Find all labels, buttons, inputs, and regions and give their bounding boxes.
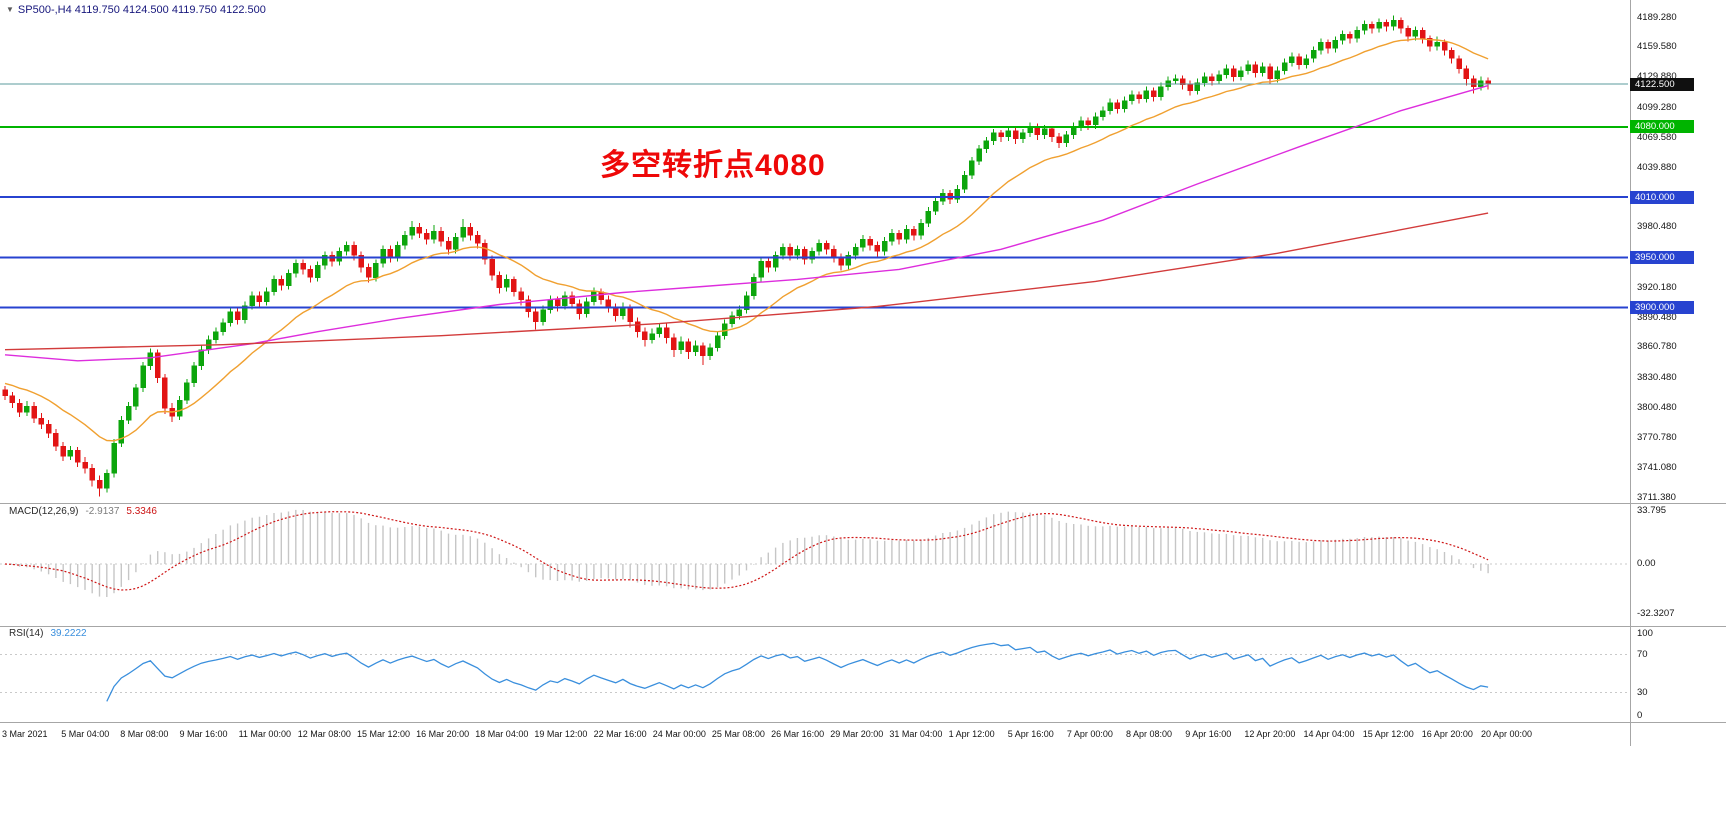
price-tick-label: 3800.480 bbox=[1637, 402, 1677, 413]
symbol-info: ▼ SP500-,H4 4119.750 4124.500 4119.750 41… bbox=[6, 4, 266, 16]
time-tick-label: 12 Mar 08:00 bbox=[297, 729, 351, 739]
time-tick-label: 15 Apr 12:00 bbox=[1362, 729, 1414, 739]
rsi-value: 39.2222 bbox=[50, 628, 87, 639]
current-price-badge: 4122.500 bbox=[1630, 77, 1694, 91]
rsi-indicator-label: RSI(14) 39.2222 bbox=[9, 628, 87, 639]
time-tick-label: 16 Apr 20:00 bbox=[1421, 729, 1473, 739]
time-tick-label: 12 Apr 20:00 bbox=[1244, 729, 1296, 739]
time-tick-label: 9 Apr 16:00 bbox=[1185, 729, 1232, 739]
time-tick-label: 24 Mar 00:00 bbox=[652, 729, 706, 739]
macd-axis-max-label: 33.795 bbox=[1637, 505, 1667, 516]
time-tick-label: 5 Apr 16:00 bbox=[1007, 729, 1054, 739]
price-tick-label: 3741.080 bbox=[1637, 461, 1677, 473]
pane-separators bbox=[0, 0, 1726, 746]
ma-slow-red[interactable] bbox=[4, 212, 1489, 351]
price-tick-label: 3890.480 bbox=[1637, 311, 1677, 323]
rsi-axis-0-label: 0 bbox=[1637, 710, 1643, 721]
time-tick-label: 7 Apr 00:00 bbox=[1066, 729, 1113, 739]
price-tick-label: 3770.780 bbox=[1637, 431, 1677, 443]
time-tick-label: 20 Apr 00:00 bbox=[1481, 729, 1533, 739]
macd-signal-line[interactable] bbox=[4, 511, 1489, 591]
rsi-axis-100-label: 100 bbox=[1637, 628, 1653, 639]
candles[interactable] bbox=[2, 15, 1491, 497]
rsi-name: RSI(14) bbox=[9, 628, 44, 639]
time-tick-label: 9 Mar 16:00 bbox=[179, 729, 228, 739]
level-3900-badge: 3900.000 bbox=[1630, 301, 1694, 314]
time-tick-label: 11 Mar 00:00 bbox=[238, 729, 291, 739]
time-tick-label: 26 Mar 16:00 bbox=[771, 729, 825, 739]
time-tick-label: 19 Mar 12:00 bbox=[534, 729, 588, 739]
time-tick-label: 29 Mar 20:00 bbox=[830, 729, 884, 739]
macd-indicator-label: MACD(12,26,9) -2.9137 5.3346 bbox=[9, 506, 157, 517]
time-tick-label: 31 Mar 04:00 bbox=[889, 729, 943, 739]
macd-main-value: -2.9137 bbox=[85, 506, 120, 517]
macd-axis-min-label: -32.3207 bbox=[1637, 608, 1675, 619]
macd-histogram[interactable] bbox=[4, 509, 1489, 597]
ma-fast-orange[interactable] bbox=[4, 38, 1489, 442]
price-tick-label: 3830.480 bbox=[1637, 371, 1677, 383]
time-tick-label: 15 Mar 12:00 bbox=[357, 729, 411, 739]
time-tick-label: 1 Apr 12:00 bbox=[948, 729, 995, 739]
time-tick-label: 3 Mar 2021 bbox=[2, 729, 48, 739]
time-tick-label: 16 Mar 20:00 bbox=[416, 729, 470, 739]
price-tick-label: 4189.280 bbox=[1637, 11, 1677, 23]
level-4080-badge: 4080.000 bbox=[1630, 120, 1694, 134]
price-tick-label: 3980.480 bbox=[1637, 221, 1677, 233]
macd-axis-zero-label: 0.00 bbox=[1637, 558, 1656, 569]
time-tick-label: 25 Mar 08:00 bbox=[711, 729, 765, 739]
time-tick-label: 18 Mar 04:00 bbox=[475, 729, 529, 739]
time-tick-label: 8 Mar 08:00 bbox=[120, 729, 169, 739]
collapse-arrow-icon[interactable]: ▼ bbox=[6, 5, 14, 14]
rsi-axis-30-label: 30 bbox=[1637, 687, 1648, 698]
time-tick-label: 8 Apr 08:00 bbox=[1126, 729, 1173, 739]
rsi-axis-70-label: 70 bbox=[1637, 649, 1648, 660]
rsi-line[interactable] bbox=[106, 642, 1489, 702]
time-tick-label: 5 Mar 04:00 bbox=[61, 729, 110, 739]
annotation-text[interactable]: 多空转折点4080 bbox=[600, 149, 826, 182]
price-tick-label: 3920.180 bbox=[1637, 281, 1677, 293]
time-tick-label: 14 Apr 04:00 bbox=[1303, 729, 1355, 739]
price-tick-label: 4159.580 bbox=[1637, 41, 1677, 53]
price-tick-label: 3711.380 bbox=[1637, 491, 1676, 503]
macd-signal-value: 5.3346 bbox=[126, 506, 157, 517]
macd-name: MACD(12,26,9) bbox=[9, 506, 79, 517]
time-tick-label: 22 Mar 16:00 bbox=[593, 729, 647, 739]
symbol-ohlc-text: SP500-,H4 4119.750 4124.500 4119.750 412… bbox=[17, 4, 266, 16]
ma-mid-magenta[interactable] bbox=[4, 84, 1489, 362]
price-tick-label: 4039.880 bbox=[1637, 161, 1677, 173]
price-tick-label: 4099.280 bbox=[1637, 101, 1677, 113]
price-tick-label: 3860.780 bbox=[1637, 341, 1677, 353]
price-tick-label: 4069.580 bbox=[1637, 131, 1677, 143]
level-3950-badge: 3950.000 bbox=[1630, 250, 1694, 264]
price-tick-label: 4129.880 bbox=[1637, 71, 1677, 82]
level-4010-badge: 4010.000 bbox=[1630, 190, 1694, 204]
